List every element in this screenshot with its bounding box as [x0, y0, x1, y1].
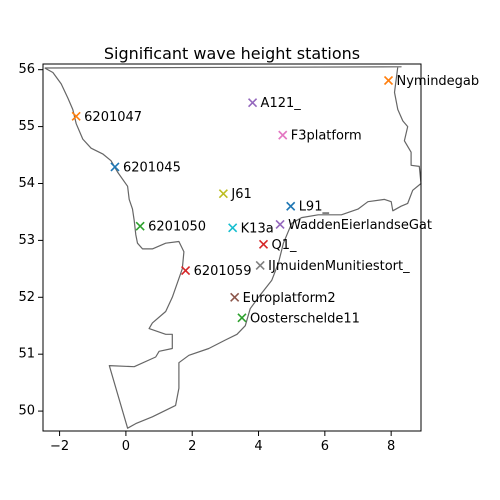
station-label: Oosterschelde11: [250, 311, 360, 326]
x-axis: −2 0 2 4 6 8: [50, 431, 395, 454]
station-label: K13a: [241, 221, 274, 236]
y-tick-label: 52: [18, 290, 35, 305]
station-marker: [247, 98, 258, 108]
station-label: WaddenEierlandseGat: [288, 218, 432, 233]
x-tick-label: 2: [188, 439, 196, 454]
station-marker: [218, 189, 228, 199]
y-tick-label: 54: [18, 176, 35, 191]
x-tick-label: 8: [387, 439, 395, 454]
station-label: A121_: [261, 96, 302, 111]
x-tick-label: 4: [254, 439, 262, 454]
station-marker: [110, 162, 120, 172]
station-marker: [237, 313, 247, 323]
station-marker: [258, 239, 269, 249]
station-label: F3platform: [291, 129, 362, 144]
station-marker: [181, 265, 191, 276]
coastline: [44, 66, 422, 429]
coastline-path: [44, 66, 422, 429]
y-tick-label: 51: [18, 347, 35, 362]
x-tick-label: 6: [321, 439, 329, 454]
station-markers: [71, 75, 394, 323]
x-tick-label: −2: [50, 439, 69, 454]
station-labels: Nymindegab 6201047 A121_ F3platform 6201045 J…: [84, 74, 479, 326]
station-marker: [228, 223, 238, 233]
station-marker: [383, 75, 394, 86]
station-label: 6201050: [148, 220, 206, 235]
station-marker: [278, 130, 288, 140]
y-tick-label: 50: [18, 404, 35, 419]
station-marker: [255, 260, 265, 270]
station-marker: [275, 219, 285, 230]
station-marker: [286, 201, 296, 211]
station-label: Nymindegab: [397, 74, 480, 89]
station-label: IJmuidenMunitiestort_: [268, 259, 410, 274]
station-marker: [230, 292, 240, 302]
y-axis: 50 51 52 53 54 55 56: [18, 62, 43, 419]
station-label: Q1_: [272, 238, 298, 253]
station-marker: [135, 221, 145, 231]
y-tick-label: 56: [18, 62, 35, 77]
station-label: 6201047: [84, 110, 142, 125]
station-label: L91_: [299, 200, 330, 215]
y-tick-label: 55: [18, 119, 35, 134]
station-marker: [71, 111, 81, 121]
x-tick-label: 0: [122, 439, 130, 454]
station-label: 6201045: [123, 160, 181, 175]
station-label: Europlatform2: [243, 291, 336, 306]
station-label: J61: [230, 187, 251, 202]
chart-title: Significant wave height stations: [104, 44, 360, 63]
plot-frame: [42, 63, 422, 432]
y-tick-label: 53: [18, 233, 35, 248]
station-label: 6201059: [194, 264, 252, 279]
